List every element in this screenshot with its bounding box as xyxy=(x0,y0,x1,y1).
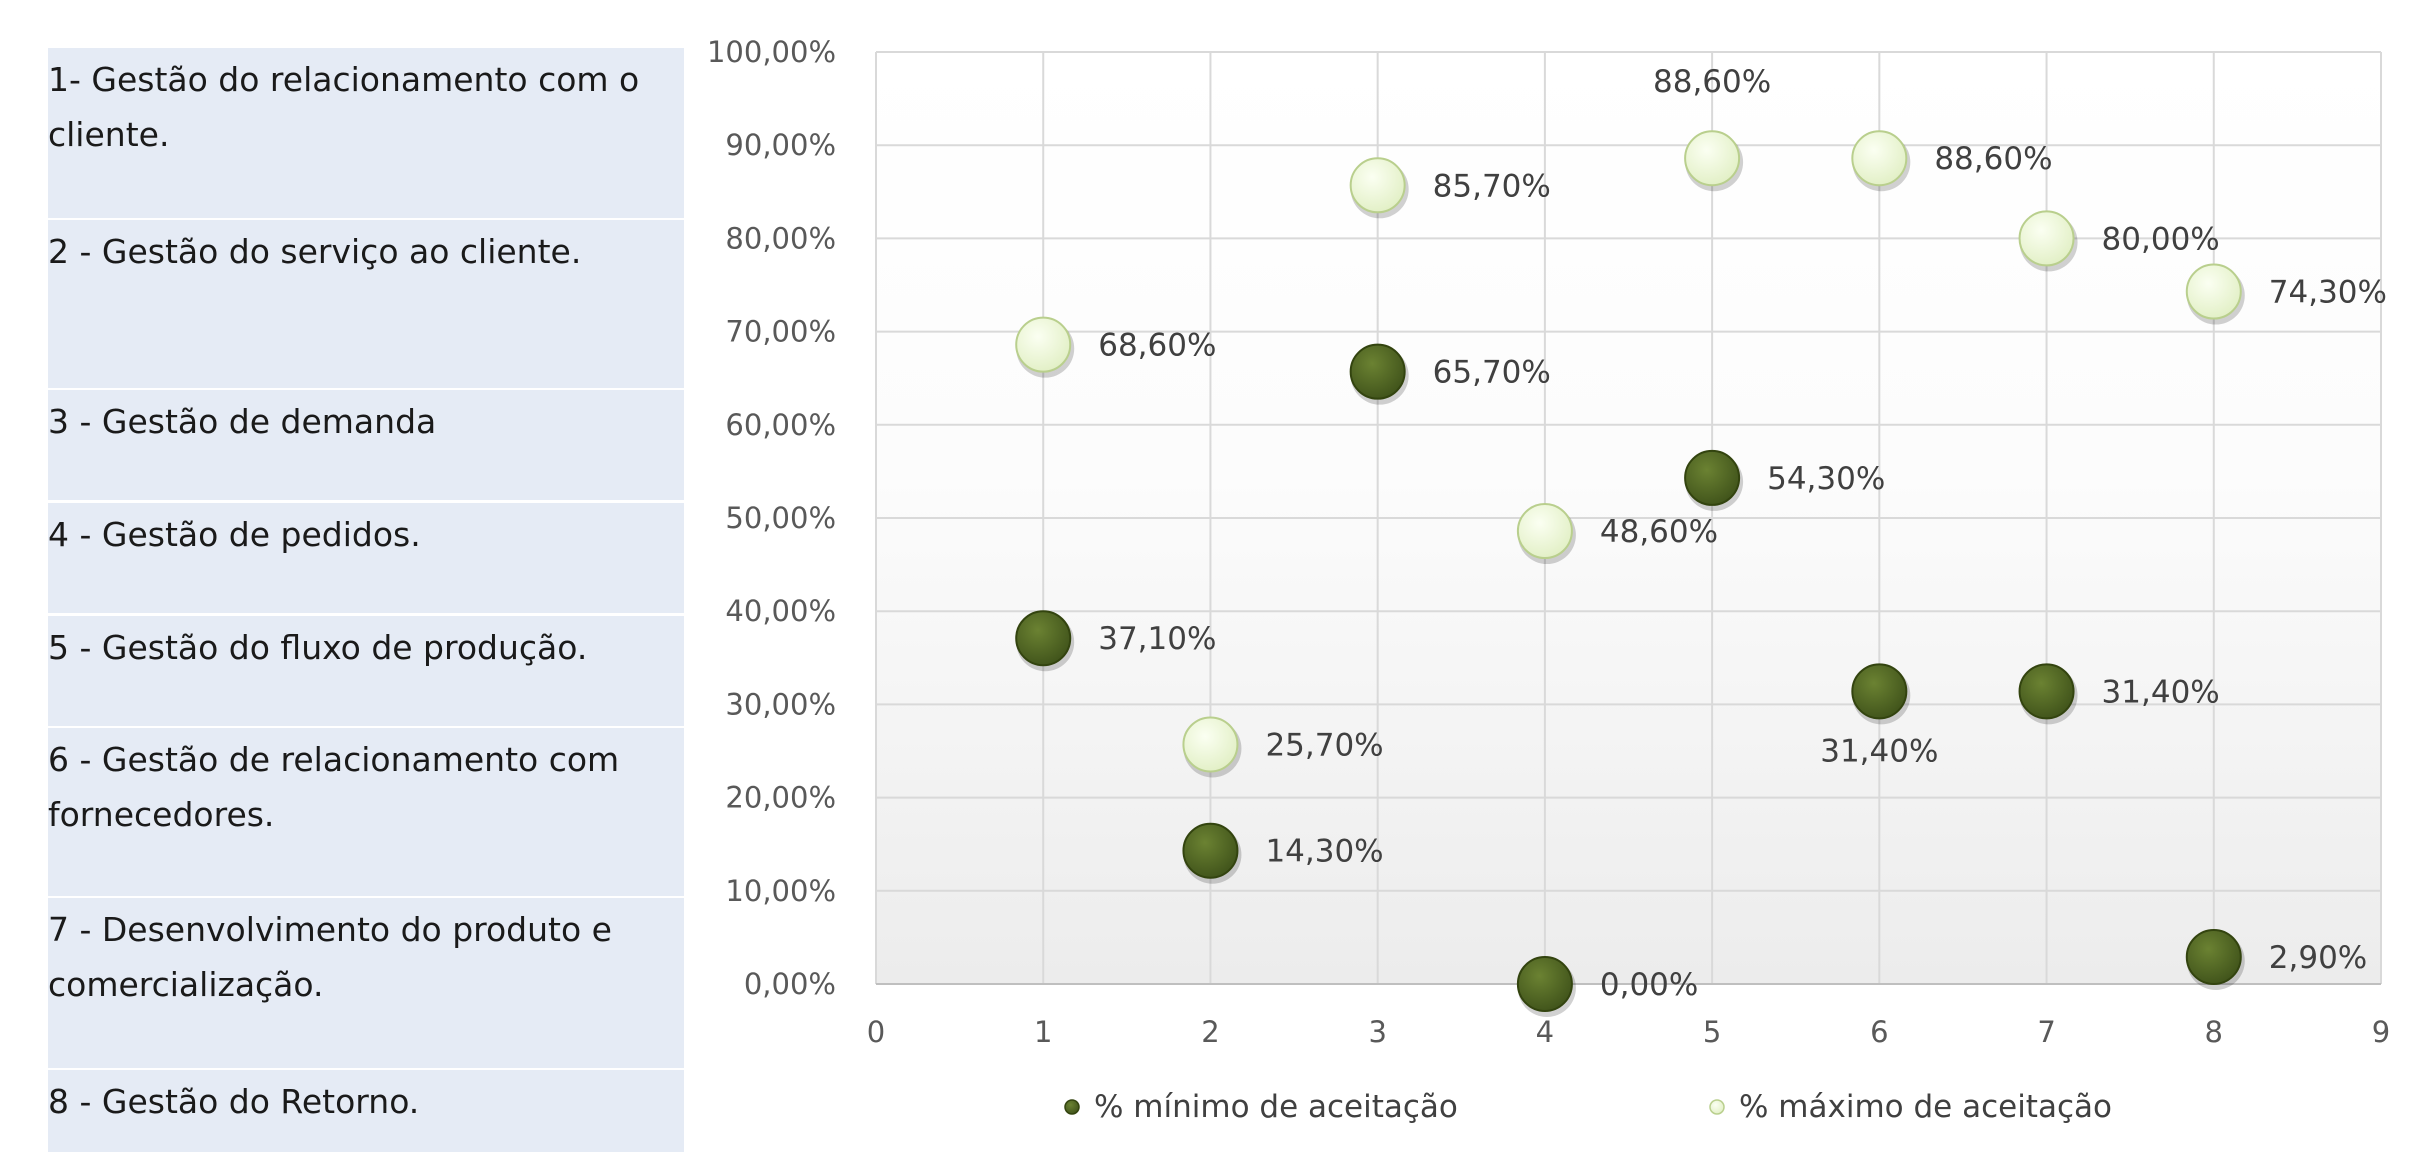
y-tick-label: 10,00% xyxy=(725,874,836,908)
data-point-max xyxy=(1516,503,1573,560)
data-point-min xyxy=(1015,610,1072,667)
x-tick-label: 3 xyxy=(1368,1015,1386,1049)
legend-marker-min xyxy=(1064,1099,1080,1115)
data-label: 0,00% xyxy=(1600,967,1698,1003)
y-tick-label: 40,00% xyxy=(725,594,836,628)
x-tick-label: 5 xyxy=(1703,1015,1721,1049)
data-label: 88,60% xyxy=(1653,64,1771,100)
process-item-6: 6 - Gestão de relacionamento com fornece… xyxy=(48,728,684,896)
data-point-max xyxy=(1015,316,1072,373)
data-point-min xyxy=(1516,956,1573,1012)
data-point-max xyxy=(1349,157,1406,214)
data-point-max xyxy=(1684,130,1741,187)
process-item-5: 5 - Gestão do fluxo de produção. xyxy=(48,616,684,726)
y-tick-label: 20,00% xyxy=(725,781,836,815)
data-point-max xyxy=(2185,263,2242,320)
data-label: 74,30% xyxy=(2269,275,2387,311)
x-tick-label: 7 xyxy=(2037,1015,2055,1049)
y-tick-label: 100,00% xyxy=(707,35,836,69)
process-item-7: 7 - Desenvolvimento do produto e comerci… xyxy=(48,898,684,1068)
data-point-max xyxy=(2018,210,2075,267)
legend-marker-max xyxy=(1709,1099,1725,1115)
data-label: 88,60% xyxy=(1934,141,2052,177)
y-tick-label: 90,00% xyxy=(725,128,836,162)
process-item-3: 3 - Gestão de demanda xyxy=(48,390,684,500)
data-label: 85,70% xyxy=(1433,168,1551,204)
data-label: 68,60% xyxy=(1098,328,1216,364)
process-item-1: 1- Gestão do relacionamento com o client… xyxy=(48,48,684,218)
y-tick-label: 70,00% xyxy=(725,315,836,349)
legend-label-max: % máximo de aceitação xyxy=(1739,1089,2112,1125)
data-label: 48,60% xyxy=(1600,514,1718,550)
x-tick-label: 9 xyxy=(2372,1015,2390,1049)
data-label: 54,30% xyxy=(1767,461,1885,497)
y-tick-label: 30,00% xyxy=(725,687,836,721)
process-item-4: 4 - Gestão de pedidos. xyxy=(48,503,684,613)
data-label: 14,30% xyxy=(1265,834,1383,870)
x-tick-label: 6 xyxy=(1870,1015,1888,1049)
y-tick-label: 60,00% xyxy=(725,408,836,442)
data-point-min xyxy=(1349,343,1406,400)
data-point-min xyxy=(1851,663,1908,720)
y-tick-label: 50,00% xyxy=(725,501,836,535)
data-label: 31,40% xyxy=(2102,674,2220,710)
data-label: 65,70% xyxy=(1433,355,1551,391)
data-label: 2,90% xyxy=(2269,940,2367,976)
y-tick-label: 0,00% xyxy=(744,967,836,1001)
y-tick-label: 80,00% xyxy=(725,221,836,255)
data-label: 80,00% xyxy=(2102,221,2220,257)
process-item-2: 2 - Gestão do serviço ao cliente. xyxy=(48,220,684,388)
process-item-8: 8 - Gestão do Retorno. xyxy=(48,1070,684,1152)
data-label: 31,40% xyxy=(1820,733,1938,769)
x-tick-label: 1 xyxy=(1034,1015,1052,1049)
x-tick-label: 0 xyxy=(867,1015,885,1049)
data-label: 25,70% xyxy=(1265,727,1383,763)
data-point-min xyxy=(1182,822,1239,879)
data-point-max xyxy=(1851,130,1908,187)
data-point-min xyxy=(2185,928,2242,985)
data-label: 37,10% xyxy=(1098,621,1216,657)
x-tick-label: 8 xyxy=(2205,1015,2223,1049)
x-tick-label: 2 xyxy=(1201,1015,1219,1049)
data-point-min xyxy=(1684,449,1741,506)
data-point-min xyxy=(2018,663,2075,720)
data-point-max xyxy=(1182,716,1239,773)
process-list: 1- Gestão do relacionamento com o client… xyxy=(0,0,690,1152)
legend-label-min: % mínimo de aceitação xyxy=(1094,1089,1458,1125)
x-tick-label: 4 xyxy=(1536,1015,1554,1049)
